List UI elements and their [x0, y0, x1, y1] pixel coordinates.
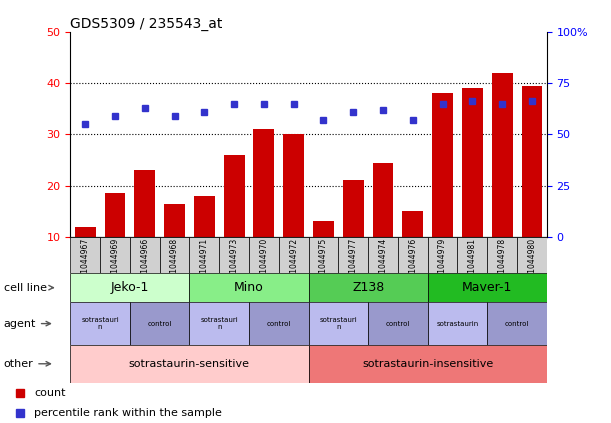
- Bar: [70, 237, 100, 273]
- Bar: [164, 203, 185, 237]
- Bar: [189, 237, 219, 273]
- Text: control: control: [386, 321, 410, 327]
- Text: other: other: [4, 359, 51, 369]
- Text: sotrastauri
n: sotrastauri n: [200, 317, 238, 330]
- Text: GSM1044968: GSM1044968: [170, 238, 179, 289]
- Text: sotrastaurin-insensitive: sotrastaurin-insensitive: [362, 359, 493, 369]
- Bar: [70, 302, 130, 345]
- Text: control: control: [147, 321, 172, 327]
- Bar: [254, 129, 274, 237]
- Bar: [224, 155, 244, 237]
- Bar: [373, 162, 393, 237]
- Bar: [522, 85, 543, 237]
- Bar: [104, 193, 125, 237]
- Text: percentile rank within the sample: percentile rank within the sample: [34, 408, 222, 418]
- Text: control: control: [266, 321, 291, 327]
- Text: GSM1044979: GSM1044979: [438, 238, 447, 289]
- Bar: [428, 302, 488, 345]
- Bar: [343, 181, 364, 237]
- Bar: [194, 196, 214, 237]
- Bar: [309, 345, 547, 383]
- Text: GSM1044975: GSM1044975: [319, 238, 328, 289]
- Bar: [309, 273, 428, 302]
- Bar: [75, 227, 95, 237]
- Text: GSM1044978: GSM1044978: [498, 238, 507, 289]
- Text: sotrastauri
n: sotrastauri n: [81, 317, 119, 330]
- Bar: [432, 93, 453, 237]
- Text: GSM1044971: GSM1044971: [200, 238, 209, 289]
- Text: GSM1044980: GSM1044980: [527, 238, 536, 289]
- Text: GSM1044966: GSM1044966: [141, 238, 149, 289]
- Bar: [488, 237, 517, 273]
- Bar: [368, 302, 428, 345]
- Bar: [428, 237, 458, 273]
- Bar: [189, 273, 309, 302]
- Bar: [189, 302, 249, 345]
- Bar: [462, 88, 483, 237]
- Text: control: control: [505, 321, 529, 327]
- Text: Maver-1: Maver-1: [462, 281, 513, 294]
- Text: Z138: Z138: [352, 281, 384, 294]
- Text: agent: agent: [4, 319, 51, 329]
- Bar: [313, 222, 334, 237]
- Text: cell line: cell line: [4, 283, 53, 293]
- Bar: [249, 237, 279, 273]
- Text: GSM1044977: GSM1044977: [349, 238, 357, 289]
- Text: GSM1044974: GSM1044974: [379, 238, 387, 289]
- Bar: [100, 237, 130, 273]
- Bar: [398, 237, 428, 273]
- Text: GSM1044976: GSM1044976: [408, 238, 417, 289]
- Bar: [130, 302, 189, 345]
- Bar: [517, 237, 547, 273]
- Text: Mino: Mino: [234, 281, 264, 294]
- Bar: [134, 170, 155, 237]
- Bar: [492, 73, 513, 237]
- Text: sotrastauri
n: sotrastauri n: [320, 317, 357, 330]
- Bar: [403, 211, 423, 237]
- Bar: [70, 273, 189, 302]
- Bar: [219, 237, 249, 273]
- Text: GSM1044969: GSM1044969: [111, 238, 119, 289]
- Text: GSM1044967: GSM1044967: [81, 238, 90, 289]
- Bar: [458, 237, 488, 273]
- Text: sotrastaurin-sensitive: sotrastaurin-sensitive: [129, 359, 250, 369]
- Text: GSM1044972: GSM1044972: [289, 238, 298, 289]
- Bar: [284, 135, 304, 237]
- Bar: [130, 237, 159, 273]
- Bar: [279, 237, 309, 273]
- Text: GSM1044981: GSM1044981: [468, 238, 477, 289]
- Text: Jeko-1: Jeko-1: [111, 281, 149, 294]
- Bar: [338, 237, 368, 273]
- Bar: [70, 345, 309, 383]
- Text: GSM1044970: GSM1044970: [260, 238, 268, 289]
- Bar: [249, 302, 309, 345]
- Bar: [428, 273, 547, 302]
- Bar: [309, 237, 338, 273]
- Bar: [309, 302, 368, 345]
- Bar: [368, 237, 398, 273]
- Bar: [159, 237, 189, 273]
- Bar: [488, 302, 547, 345]
- Text: GSM1044973: GSM1044973: [230, 238, 238, 289]
- Text: sotrastaurin: sotrastaurin: [436, 321, 478, 327]
- Text: GDS5309 / 235543_at: GDS5309 / 235543_at: [70, 16, 222, 31]
- Text: count: count: [34, 388, 66, 398]
